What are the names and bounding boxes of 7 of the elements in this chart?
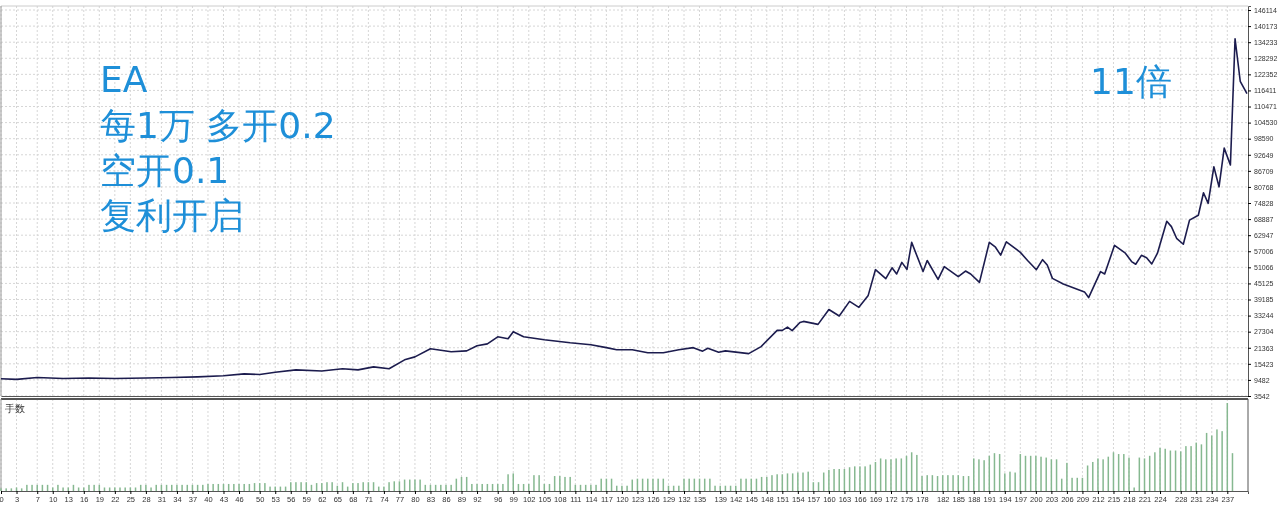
annotation: EA	[100, 59, 148, 100]
annotation: 每1万 多开0.2	[100, 105, 336, 146]
annotation: 复利开启	[100, 195, 244, 236]
line-series	[0, 37, 1248, 381]
y-axis-title: 手数	[5, 403, 25, 414]
annotation: 空开0.1	[100, 150, 230, 191]
annotation: 11倍	[1090, 61, 1172, 102]
